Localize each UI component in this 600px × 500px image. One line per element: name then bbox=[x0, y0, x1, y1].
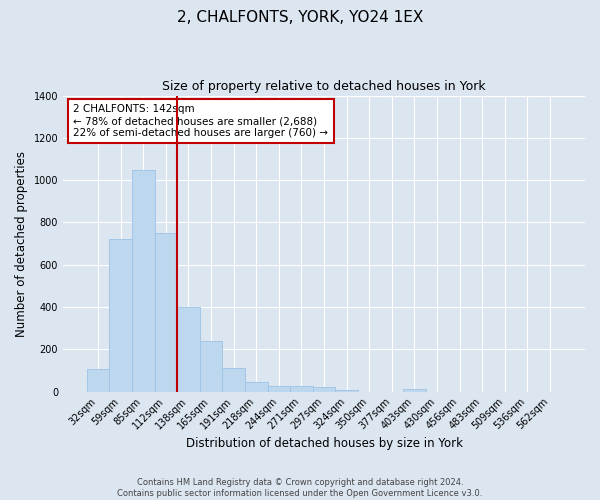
Bar bbox=[155, 233, 177, 392]
Bar bbox=[132, 170, 155, 392]
Bar bbox=[313, 387, 335, 392]
Text: 2, CHALFONTS, YORK, YO24 1EX: 2, CHALFONTS, YORK, YO24 1EX bbox=[177, 10, 423, 25]
Bar bbox=[177, 307, 200, 392]
Bar bbox=[223, 368, 245, 392]
Y-axis label: Number of detached properties: Number of detached properties bbox=[15, 150, 28, 336]
Bar bbox=[87, 370, 109, 392]
Bar bbox=[268, 386, 290, 392]
Bar bbox=[403, 389, 426, 392]
Bar bbox=[109, 240, 132, 392]
Title: Size of property relative to detached houses in York: Size of property relative to detached ho… bbox=[162, 80, 486, 93]
Text: 2 CHALFONTS: 142sqm
← 78% of detached houses are smaller (2,688)
22% of semi-det: 2 CHALFONTS: 142sqm ← 78% of detached ho… bbox=[73, 104, 328, 138]
Text: Contains HM Land Registry data © Crown copyright and database right 2024.
Contai: Contains HM Land Registry data © Crown c… bbox=[118, 478, 482, 498]
Bar bbox=[245, 382, 268, 392]
Bar bbox=[200, 341, 223, 392]
Bar bbox=[335, 390, 358, 392]
Bar bbox=[290, 386, 313, 392]
X-axis label: Distribution of detached houses by size in York: Distribution of detached houses by size … bbox=[185, 437, 463, 450]
